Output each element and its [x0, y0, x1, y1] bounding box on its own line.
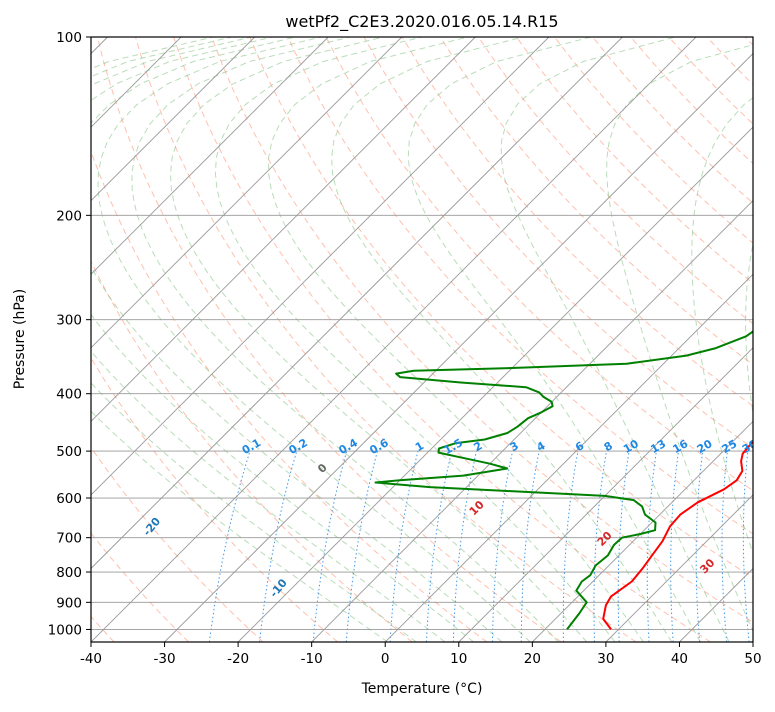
- x-axis-label: Temperature (°C): [361, 681, 483, 697]
- chart-title: wetPf2_C2E3.2020.016.05.14.R15: [285, 12, 558, 32]
- y-tick-label: 600: [56, 491, 82, 507]
- y-tick-label: 800: [56, 565, 82, 581]
- y-tick-label: 200: [56, 208, 82, 224]
- x-tick-label: -30: [154, 651, 176, 667]
- x-tick-label: 0: [381, 651, 390, 667]
- y-tick-label: 700: [56, 531, 82, 547]
- x-tick-label: -40: [80, 651, 102, 667]
- y-tick-label: 1000: [48, 622, 82, 638]
- y-tick-label: 400: [56, 387, 82, 403]
- x-tick-label: 30: [597, 651, 614, 667]
- x-tick-label: -10: [301, 651, 323, 667]
- x-tick-label: -20: [227, 651, 249, 667]
- x-tick-label: 40: [671, 651, 688, 667]
- y-axis-label: Pressure (hPa): [12, 289, 28, 389]
- y-tick-label: 300: [56, 313, 82, 329]
- x-tick-label: 50: [744, 651, 761, 667]
- y-tick-label: 900: [56, 595, 82, 611]
- y-tick-label: 100: [56, 30, 82, 46]
- x-tick-label: 20: [524, 651, 541, 667]
- y-tick-label: 500: [56, 444, 82, 460]
- x-tick-label: 10: [450, 651, 467, 667]
